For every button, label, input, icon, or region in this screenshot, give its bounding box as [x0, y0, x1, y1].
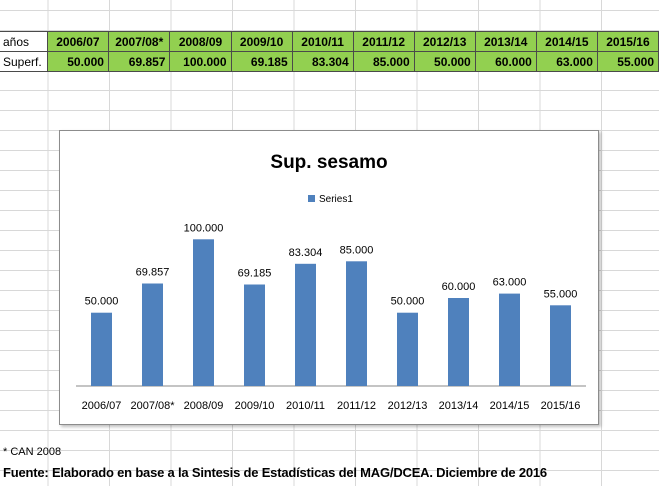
year-cell[interactable]: 2015/16	[596, 31, 659, 52]
year-cell[interactable]: 2008/09	[169, 31, 232, 52]
data-label: 50.000	[391, 296, 425, 308]
year-cell[interactable]: 2013/14	[474, 31, 537, 52]
bar-chart: Sup. sesamo Series1 50.000 69.857 100.000 6…	[76, 152, 586, 412]
row-label-years[interactable]: años	[0, 31, 48, 52]
bar[interactable]	[295, 263, 316, 386]
data-label: 63.000	[493, 277, 527, 289]
bar[interactable]	[448, 298, 469, 386]
x-tick-label: 2009/10	[235, 400, 275, 412]
bar[interactable]	[499, 293, 520, 386]
surface-row: Superf. 50.000 69.857 100.000 69.185 83.…	[0, 51, 659, 72]
value-cell[interactable]: 60.000	[474, 51, 537, 72]
legend-label: Series1	[319, 194, 353, 205]
bar[interactable]	[193, 239, 214, 386]
data-table: años 2006/07 2007/08* 2008/09 2009/10 20…	[0, 31, 659, 72]
data-label: 60.000	[442, 281, 476, 293]
value-cell[interactable]: 55.000	[596, 51, 659, 72]
data-label: 85.000	[340, 244, 374, 256]
x-tick-label: 2010/11	[286, 400, 325, 412]
year-cell[interactable]: 2011/12	[352, 31, 415, 52]
year-cell[interactable]: 2010/11	[291, 31, 354, 52]
data-label: 83.304	[289, 247, 323, 259]
bar[interactable]	[346, 261, 367, 386]
footnote: * CAN 2008	[3, 446, 62, 458]
year-cell[interactable]: 2014/15	[535, 31, 598, 52]
bar[interactable]	[397, 312, 418, 386]
legend: Series1	[308, 194, 353, 205]
data-labels-group: 50.000 69.857 100.000 69.185 83.304 85.000 50.…	[85, 222, 578, 307]
data-label: 100.000	[184, 222, 224, 234]
bar[interactable]	[244, 284, 265, 387]
x-tick-label: 2006/07	[82, 400, 122, 412]
row-label-surface[interactable]: Superf.	[0, 51, 48, 72]
year-cell[interactable]: 2006/07	[46, 31, 109, 52]
x-tick-label: 2014/15	[490, 400, 530, 412]
bar[interactable]	[142, 283, 163, 387]
value-cell[interactable]: 63.000	[535, 51, 598, 72]
x-tick-label: 2008/09	[184, 400, 224, 412]
x-tick-label: 2012/13	[388, 400, 428, 412]
bar[interactable]	[91, 312, 112, 386]
year-cell[interactable]: 2007/08*	[107, 31, 171, 52]
source-note: Fuente: Elaborado en base a la Sintesis …	[3, 465, 547, 480]
value-cell[interactable]: 50.000	[413, 51, 476, 72]
x-tick-label: 2015/16	[541, 400, 581, 412]
bars-group	[91, 239, 571, 386]
data-label: 69.857	[136, 267, 170, 279]
chart-title: Sup. sesamo	[270, 152, 387, 173]
year-cell[interactable]: 2009/10	[230, 31, 293, 52]
value-cell[interactable]: 50.000	[46, 51, 109, 72]
value-cell[interactable]: 100.000	[169, 51, 232, 72]
bar[interactable]	[550, 305, 571, 386]
years-row: años 2006/07 2007/08* 2008/09 2009/10 20…	[0, 31, 659, 52]
value-cell[interactable]: 69.185	[230, 51, 293, 72]
value-cell[interactable]: 83.304	[291, 51, 354, 72]
chart-object[interactable]: Sup. sesamo Series1 50.000 69.857 100.000 6…	[59, 130, 599, 425]
x-tick-label: 2007/08*	[130, 400, 175, 412]
data-label: 50.000	[85, 296, 119, 308]
x-tick-label: 2013/14	[439, 400, 479, 412]
data-label: 69.185	[238, 268, 272, 280]
legend-swatch	[308, 195, 315, 202]
value-cell[interactable]: 85.000	[352, 51, 415, 72]
x-tick-label: 2011/12	[337, 400, 376, 412]
data-label: 55.000	[544, 288, 578, 300]
value-cell[interactable]: 69.857	[107, 51, 171, 72]
year-cell[interactable]: 2012/13	[413, 31, 476, 52]
x-tick-labels: 2006/07 2007/08* 2008/09 2009/10 2010/11 2011…	[82, 400, 581, 412]
